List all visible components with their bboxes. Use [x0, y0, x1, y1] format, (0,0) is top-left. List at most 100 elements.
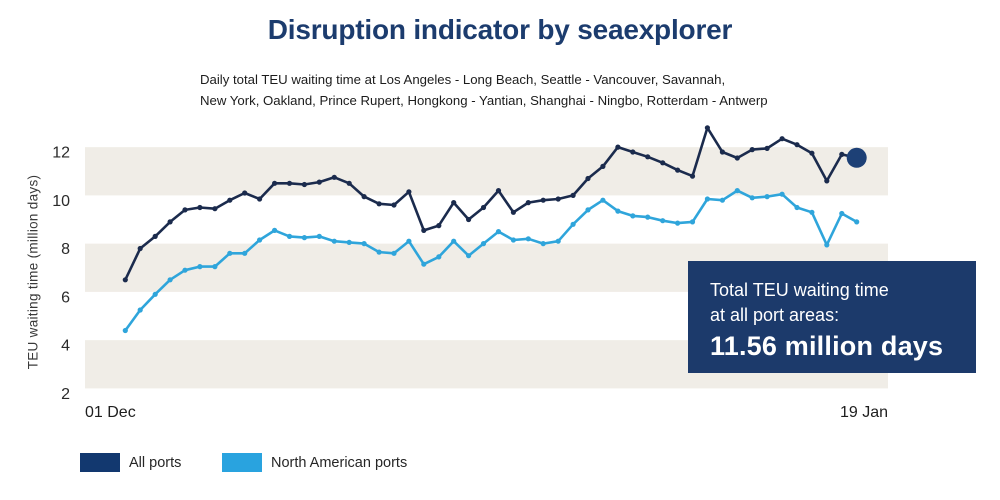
north-american-ports-point-marker	[421, 261, 427, 267]
north-american-ports-point-marker	[361, 241, 367, 247]
north-american-ports-point-marker	[301, 235, 307, 241]
callout-box: Total TEU waiting time at all port areas…	[688, 261, 976, 373]
all-ports-point-marker	[719, 149, 726, 155]
y-tick-label: 6	[61, 289, 70, 306]
north-american-ports-point-marker	[122, 327, 128, 334]
subtitle-line-1: Daily total TEU waiting time at Los Ange…	[200, 72, 726, 87]
north-american-ports-point-marker	[257, 237, 263, 243]
north-american-ports-point-marker	[480, 241, 487, 247]
all-ports-legend-label: All ports	[129, 454, 182, 471]
north-american-ports-point-marker	[615, 208, 621, 214]
y-tick-label: 2	[61, 386, 70, 403]
chart-subtitle: Daily total TEU waiting time at Los Ange…	[200, 69, 768, 112]
all-ports-point-marker	[675, 167, 681, 173]
all-ports-point-marker	[391, 202, 397, 208]
all-ports-point-marker	[495, 188, 502, 194]
north-american-ports-point-marker	[152, 291, 158, 297]
all-ports-point-marker	[794, 142, 800, 148]
all-ports-point-marker	[167, 219, 173, 225]
all-ports-point-marker	[257, 196, 263, 202]
all-ports-point-marker	[779, 136, 785, 142]
north-american-ports-point-marker	[600, 197, 606, 203]
north-american-ports-point-marker	[376, 249, 382, 255]
all-ports-point-marker	[630, 149, 636, 155]
north-american-ports-point-marker	[704, 196, 711, 202]
north-american-ports-point-marker	[824, 242, 830, 248]
north-american-ports-swatch-icon	[222, 453, 262, 472]
north-american-ports-line	[124, 189, 858, 332]
north-american-ports-point-marker	[675, 220, 681, 226]
all-ports-point-marker	[301, 181, 307, 188]
all-ports-point-marker	[242, 190, 248, 196]
north-american-ports-point-marker	[346, 239, 352, 245]
all-ports-point-marker	[570, 192, 576, 198]
all-ports-swatch-icon	[80, 453, 120, 472]
north-american-ports-point-marker	[227, 250, 233, 256]
north-american-ports-point-marker	[466, 253, 472, 259]
all-ports-point-marker	[600, 163, 606, 169]
all-ports-point-marker	[421, 227, 427, 233]
north-american-ports-point-marker	[495, 229, 502, 235]
north-american-ports-point-marker	[182, 267, 188, 273]
y-tick-label: 8	[61, 241, 70, 258]
north-american-ports-legend-label: North American ports	[271, 454, 408, 471]
north-american-ports-point-marker	[242, 250, 248, 256]
north-american-ports-point-marker	[331, 238, 337, 244]
legend-item-north-american-ports: North American ports	[222, 453, 407, 472]
latest-value-dot	[846, 147, 867, 168]
north-american-ports-point-marker	[749, 195, 755, 201]
north-american-ports-point-marker	[316, 233, 322, 239]
north-american-ports-point-marker	[436, 254, 442, 260]
all-ports-point-marker	[540, 197, 546, 203]
all-ports-point-marker	[272, 180, 278, 186]
north-american-ports-point-marker	[839, 210, 845, 217]
all-ports-point-marker	[704, 125, 711, 131]
north-american-ports-point-marker	[585, 207, 591, 213]
north-american-ports-point-marker	[555, 238, 561, 244]
all-ports-point-marker	[585, 175, 591, 182]
all-ports-point-marker	[660, 160, 666, 166]
north-american-ports-point-marker	[197, 264, 203, 270]
all-ports-point-marker	[764, 145, 770, 151]
all-ports-point-marker	[480, 204, 487, 211]
all-ports-point-marker	[152, 233, 158, 239]
north-american-ports-point-marker	[272, 227, 278, 233]
north-american-ports-point-marker	[689, 219, 696, 225]
all-ports-point-marker	[615, 144, 621, 150]
all-ports-point-marker	[361, 194, 367, 200]
legend-item-all-ports: All ports	[80, 453, 181, 472]
all-ports-point-marker	[227, 197, 233, 203]
north-american-ports-point-marker	[212, 264, 218, 270]
callout-value: 11.56 million days	[710, 330, 944, 361]
north-american-ports-point-marker	[406, 238, 412, 244]
y-tick-label: 10	[52, 193, 70, 210]
subtitle-line-2: New York, Oakland, Prince Rupert, Hongko…	[200, 93, 768, 109]
all-ports-point-marker	[451, 200, 457, 206]
callout-line-2: at all port areas:	[710, 304, 840, 325]
x-tick-label-end: 19 Jan	[840, 404, 888, 421]
all-ports-point-marker	[212, 206, 218, 212]
north-american-ports-point-marker	[137, 307, 143, 313]
all-ports-point-marker	[182, 207, 188, 213]
north-american-ports-point-marker	[630, 213, 636, 219]
all-ports-point-marker	[137, 245, 143, 252]
north-american-ports-point-marker	[451, 238, 457, 244]
north-american-ports-point-marker	[645, 214, 651, 220]
callout-line-1: Total TEU waiting time	[710, 280, 889, 300]
all-ports-point-marker	[525, 200, 531, 206]
north-american-ports-point-marker	[540, 241, 546, 247]
north-american-ports-point-marker	[391, 250, 397, 256]
background-band	[85, 147, 888, 196]
north-american-ports-point-marker	[510, 237, 516, 243]
north-american-ports-point-marker	[734, 188, 740, 194]
y-tick-label: 12	[52, 145, 70, 162]
north-american-ports-point-marker	[570, 221, 576, 227]
all-ports-point-marker	[734, 155, 740, 161]
north-american-ports-point-marker	[854, 219, 860, 225]
all-ports-point-marker	[376, 201, 382, 207]
north-american-ports-point-marker	[167, 277, 173, 283]
y-tick-label: 4	[61, 338, 70, 355]
all-ports-point-marker	[824, 178, 830, 184]
